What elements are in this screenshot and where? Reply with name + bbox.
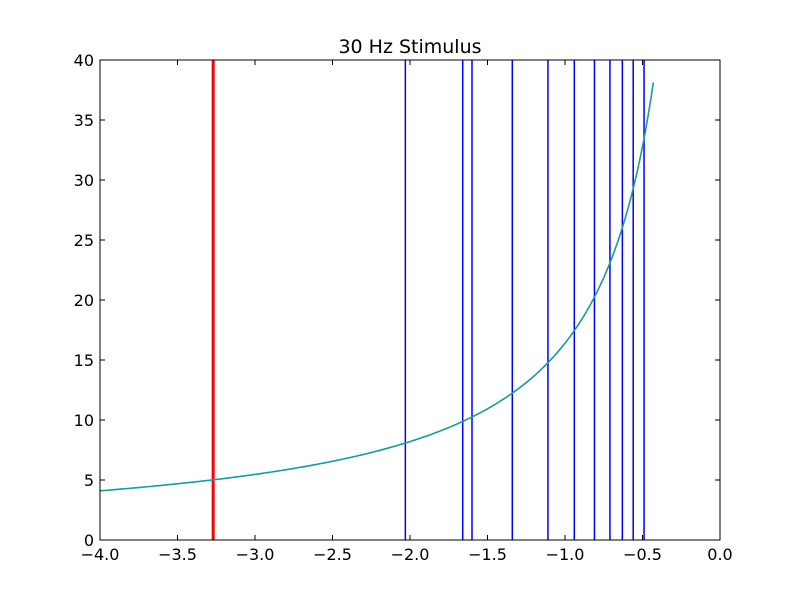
x-tick-label-7: −0.5 (623, 545, 662, 564)
y-tick-label-5: 25 (74, 231, 94, 250)
y-tick-label-6: 30 (74, 171, 94, 190)
y-tick-label-2: 10 (74, 411, 94, 430)
plot-area (100, 60, 720, 540)
vertical-lines (211, 60, 645, 540)
y-tick-label-7: 35 (74, 111, 94, 130)
x-tick-label-2: −3.0 (236, 545, 275, 564)
x-tick-label-5: −1.5 (468, 545, 507, 564)
y-tick-label-1: 5 (84, 471, 94, 490)
y-tick-label-8: 40 (74, 51, 94, 70)
y-tick-labels: 0 5 10 15 20 25 30 35 40 (74, 51, 94, 550)
x-tick-label-6: −1.0 (546, 545, 585, 564)
x-tick-label-0: −4.0 (81, 545, 120, 564)
y-tick-label-0: 0 (84, 531, 94, 550)
x-tick-label-8: 0.0 (707, 545, 732, 564)
series-line (99, 82, 655, 492)
y-tick-label-3: 15 (74, 351, 94, 370)
x-tick-label-1: −3.5 (158, 545, 197, 564)
axis-ticks (99, 59, 721, 541)
x-tick-labels: −4.0 −3.5 −3.0 −2.5 −2.0 −1.5 −1.0 −0.5 0.0 (81, 545, 733, 564)
x-tick-label-4: −2.0 (391, 545, 430, 564)
y-tick-label-4: 20 (74, 291, 94, 310)
curve-layer (99, 82, 655, 492)
chart-title: 30 Hz Stimulus (338, 36, 481, 58)
x-tick-label-3: −2.5 (313, 545, 352, 564)
